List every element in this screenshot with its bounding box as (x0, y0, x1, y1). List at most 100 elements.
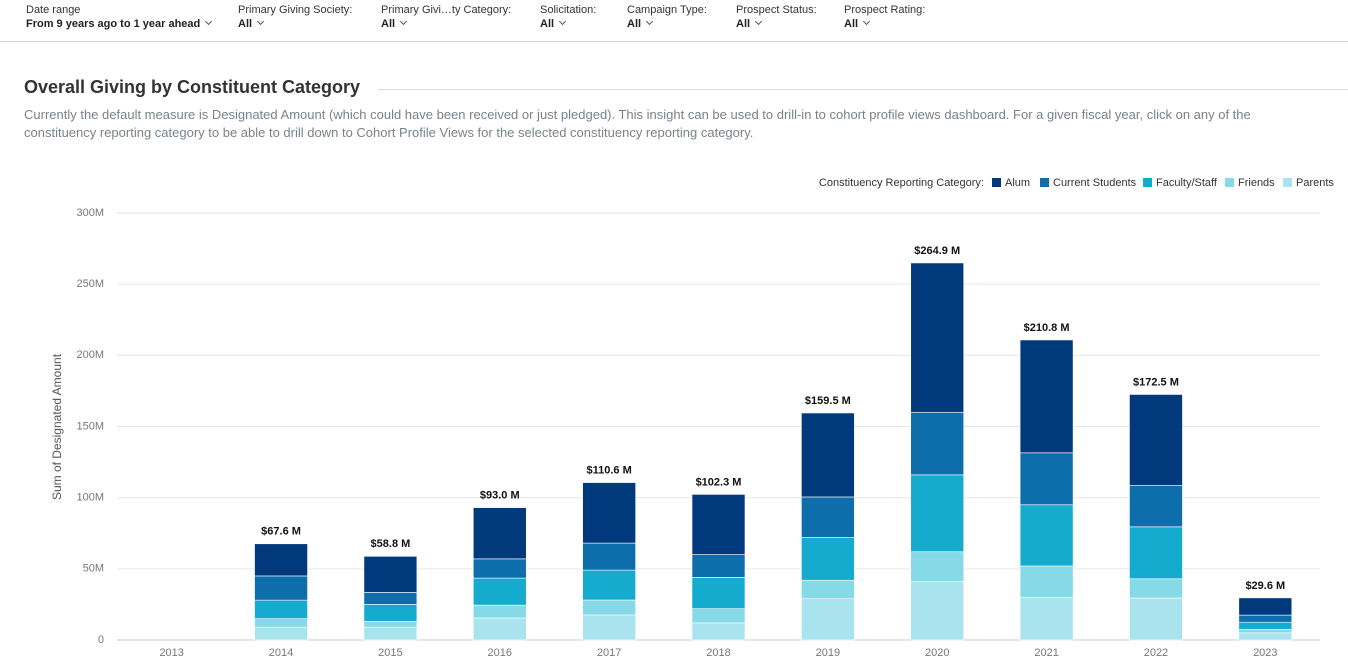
title-rule (378, 89, 1348, 90)
filter-value: All (844, 17, 925, 31)
bar-segment[interactable] (1238, 597, 1293, 616)
bar-segment[interactable] (910, 411, 965, 476)
bar-segment[interactable] (910, 581, 965, 641)
bar-segment[interactable] (254, 626, 308, 641)
filter[interactable]: Prospect Status: All (736, 3, 817, 31)
chart: Sum of Designated Amount Constituency Re… (50, 177, 1334, 659)
filter-label: Date range (26, 4, 81, 16)
filter-value-text: All (381, 18, 396, 30)
bar-segment[interactable] (1129, 526, 1183, 580)
bar-segment[interactable] (910, 262, 965, 413)
bar-segment[interactable] (1019, 504, 1074, 567)
x-tick-label: 2020 (925, 647, 949, 659)
bar-segment[interactable] (1019, 596, 1074, 641)
bar-segment[interactable] (801, 412, 855, 498)
bar-segment[interactable] (472, 577, 527, 606)
filter[interactable]: Prospect Rating: All (844, 3, 925, 31)
bar-segment[interactable] (1129, 578, 1183, 599)
bar-segment[interactable] (363, 592, 418, 605)
bar-segment[interactable] (582, 542, 636, 571)
bar-segment[interactable] (1019, 565, 1074, 598)
filter-value-text: All (238, 18, 253, 30)
legend-swatch (1225, 178, 1234, 187)
total-label: $58.8 M (371, 538, 411, 550)
x-tick-label: 2019 (816, 647, 840, 659)
bar-segment[interactable] (472, 507, 527, 560)
total-label: $93.0 M (480, 490, 520, 502)
filter-value-text: All (844, 18, 859, 30)
bar-segment[interactable] (1129, 597, 1183, 641)
x-tick-label: 2021 (1034, 647, 1058, 659)
bar-segment[interactable] (254, 543, 308, 577)
filter-bar: Date range From 9 years ago to 1 year ahe… (0, 0, 1348, 42)
bar-segment[interactable] (582, 569, 636, 601)
filter-value: All (238, 17, 352, 31)
x-tick-label: 2023 (1253, 647, 1277, 659)
bar-segment[interactable] (254, 618, 308, 628)
bar-segment[interactable] (691, 577, 746, 609)
legend-swatch (1143, 178, 1152, 187)
x-tick-label: 2014 (269, 647, 293, 659)
filter-value: All (627, 17, 707, 31)
y-tick-label: 50M (83, 563, 104, 575)
filter-value: From 9 years ago to 1 year ahead (26, 17, 213, 31)
filter-label: Primary Givi…ty Category: (381, 4, 512, 16)
bar-segment[interactable] (1019, 339, 1074, 454)
bar-segment[interactable] (254, 575, 308, 601)
bar-segment[interactable] (1238, 614, 1293, 623)
bar-segment[interactable] (691, 494, 746, 555)
y-axis-label: Sum of Designated Amount (50, 353, 64, 500)
bar-segment[interactable] (254, 599, 308, 619)
bar-segment[interactable] (1238, 621, 1293, 630)
bar-segment[interactable] (1129, 485, 1183, 528)
y-tick-label: 250M (76, 278, 104, 290)
bar-segment[interactable] (472, 604, 527, 619)
bar-segment[interactable] (910, 474, 965, 553)
bar-segment[interactable] (801, 598, 855, 641)
legend-label: Friends (1238, 177, 1275, 189)
filter-label: Prospect Rating: (844, 4, 926, 16)
filter-value: All (736, 17, 817, 31)
bar-segment[interactable] (472, 617, 527, 641)
filter[interactable]: Primary Givi…ty Category: All (381, 3, 511, 31)
bar-segment[interactable] (910, 551, 965, 582)
total-label: $110.6 M (587, 464, 632, 476)
bar-segment[interactable] (582, 482, 636, 544)
bar-segment[interactable] (363, 621, 418, 628)
bar-segment[interactable] (582, 614, 636, 641)
total-label: $102.3 M (696, 476, 742, 488)
bar-segment[interactable] (801, 537, 855, 581)
bar-segment[interactable] (363, 604, 418, 622)
total-label: $67.6 M (261, 526, 301, 538)
x-tick-label: 2018 (706, 647, 730, 659)
legend-label: Alum (1005, 177, 1030, 189)
legend-swatch (992, 178, 1001, 187)
filter[interactable]: Solicitation: All (540, 3, 596, 31)
bar-segment[interactable] (1238, 632, 1293, 641)
filter-value-text: From 9 years ago to 1 year ahead (26, 18, 201, 30)
bar-segment[interactable] (801, 579, 855, 600)
legend-title: Constituency Reporting Category: (819, 177, 984, 189)
chart-description: Currently the default measure is Designa… (24, 107, 1251, 140)
bar-segment[interactable] (1129, 394, 1183, 486)
bar-segment[interactable] (363, 626, 418, 641)
bar-segment[interactable] (691, 554, 746, 578)
filter[interactable]: Date range From 9 years ago to 1 year ahe… (26, 3, 213, 31)
bar-segment[interactable] (801, 496, 855, 538)
bar-segment[interactable] (691, 622, 746, 641)
bar-segment[interactable] (1019, 452, 1074, 506)
x-tick-label: 2017 (597, 647, 621, 659)
filter[interactable]: Campaign Type: All (627, 3, 707, 31)
legend-label: Current Students (1053, 177, 1137, 189)
legend-swatch (1283, 178, 1292, 187)
x-tick-label: 2016 (488, 647, 512, 659)
bar-segment[interactable] (691, 608, 746, 624)
filter[interactable]: Primary Giving Society: All (238, 3, 352, 31)
bar-segment[interactable] (582, 599, 636, 616)
bar-segment[interactable] (363, 556, 418, 593)
y-tick-label: 100M (76, 492, 104, 504)
filter-value-text: All (627, 18, 642, 30)
bar-segment[interactable] (472, 558, 527, 579)
bar-segment[interactable] (1238, 629, 1293, 634)
